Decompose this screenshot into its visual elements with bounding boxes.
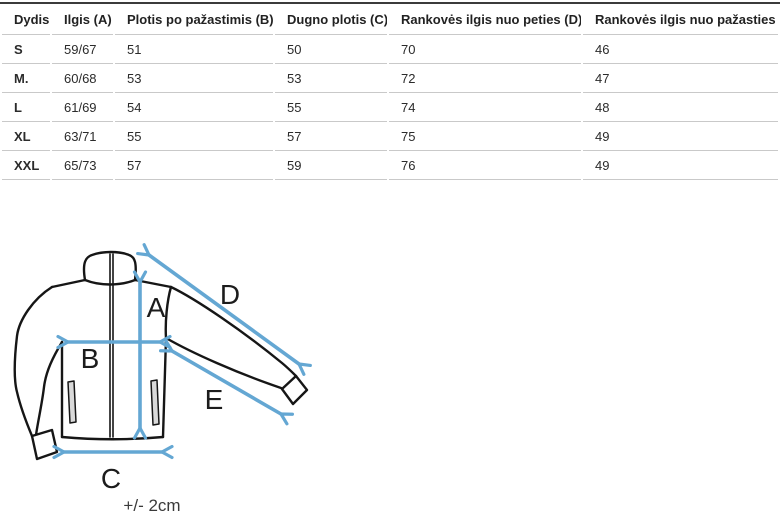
column-header-width-underarm: Plotis po pažastimis (B) xyxy=(115,4,273,35)
cell-bottom-width: 57 xyxy=(275,122,387,151)
tolerance-note: +/- 2cm xyxy=(123,496,180,515)
collar xyxy=(82,250,137,282)
column-header-size: Dydis xyxy=(2,4,50,35)
cell-sleeve-shoulder: 74 xyxy=(389,93,581,122)
column-header-sleeve-shoulder: Rankovės ilgis nuo peties (D) xyxy=(389,4,581,35)
column-header-length: Ilgis (A) xyxy=(52,4,113,35)
cell-sleeve-underarm: 49 xyxy=(583,122,778,151)
cell-bottom-width: 53 xyxy=(275,64,387,93)
right-cuff xyxy=(280,374,309,406)
table-row-xxl: XXL 65/73 57 59 76 49 xyxy=(2,151,778,180)
cell-length: 60/68 xyxy=(52,64,113,93)
right-pocket xyxy=(150,379,160,426)
cell-sleeve-underarm: 49 xyxy=(583,151,778,180)
jacket-diagram-svg: A B C D E +/- 2cm xyxy=(13,243,312,515)
cell-width-underarm: 53 xyxy=(115,64,273,93)
label-d: D xyxy=(220,279,240,310)
cell-width-underarm: 55 xyxy=(115,122,273,151)
header-row: Dydis Ilgis (A) Plotis po pažastimis (B)… xyxy=(2,4,778,35)
cell-bottom-width: 55 xyxy=(275,93,387,122)
cell-length: 65/73 xyxy=(52,151,113,180)
cell-sleeve-underarm: 47 xyxy=(583,64,778,93)
cell-size: M. xyxy=(2,64,50,93)
label-c: C xyxy=(101,463,121,494)
table-row-l: L 61/69 54 55 74 48 xyxy=(2,93,778,122)
left-pocket xyxy=(67,380,77,424)
cell-length: 63/71 xyxy=(52,122,113,151)
table-row-s: S 59/67 51 50 70 46 xyxy=(2,35,778,64)
column-header-sleeve-underarm: Rankovės ilgis nuo pažasties (E) xyxy=(583,4,778,35)
cell-bottom-width: 59 xyxy=(275,151,387,180)
cell-sleeve-shoulder: 75 xyxy=(389,122,581,151)
cell-sleeve-shoulder: 76 xyxy=(389,151,581,180)
cell-sleeve-shoulder: 72 xyxy=(389,64,581,93)
cell-size: L xyxy=(2,93,50,122)
cell-sleeve-underarm: 48 xyxy=(583,93,778,122)
jacket-measurement-diagram: A B C D E +/- 2cm xyxy=(0,230,340,529)
measurement-arrows xyxy=(52,243,312,460)
jacket-outline xyxy=(13,250,309,461)
cell-width-underarm: 51 xyxy=(115,35,273,64)
cell-bottom-width: 50 xyxy=(275,35,387,64)
left-sleeve-inner xyxy=(34,340,64,437)
left-sleeve-outer xyxy=(13,285,54,438)
size-table: Dydis Ilgis (A) Plotis po pažastimis (B)… xyxy=(0,2,780,180)
left-cuff xyxy=(30,428,59,461)
table-row-xl: XL 63/71 55 57 75 49 xyxy=(2,122,778,151)
cell-sleeve-underarm: 46 xyxy=(583,35,778,64)
zipper xyxy=(109,253,114,438)
label-a: A xyxy=(147,292,166,323)
cell-sleeve-shoulder: 70 xyxy=(389,35,581,64)
cell-size: XXL xyxy=(2,151,50,180)
cell-width-underarm: 54 xyxy=(115,93,273,122)
left-shoulder xyxy=(50,278,87,289)
cell-length: 59/67 xyxy=(52,35,113,64)
label-b: B xyxy=(81,343,100,374)
arrow-e-sleeve-from-underarm xyxy=(158,339,295,426)
size-table-header: Dydis Ilgis (A) Plotis po pažastimis (B)… xyxy=(2,4,778,35)
column-header-bottom-width: Dugno plotis (C) xyxy=(275,4,387,35)
cell-length: 61/69 xyxy=(52,93,113,122)
cell-width-underarm: 57 xyxy=(115,151,273,180)
cell-size: S xyxy=(2,35,50,64)
label-e: E xyxy=(205,384,224,415)
table-row-m: M. 60/68 53 53 72 47 xyxy=(2,64,778,93)
hem xyxy=(60,435,165,441)
cell-size: XL xyxy=(2,122,50,151)
